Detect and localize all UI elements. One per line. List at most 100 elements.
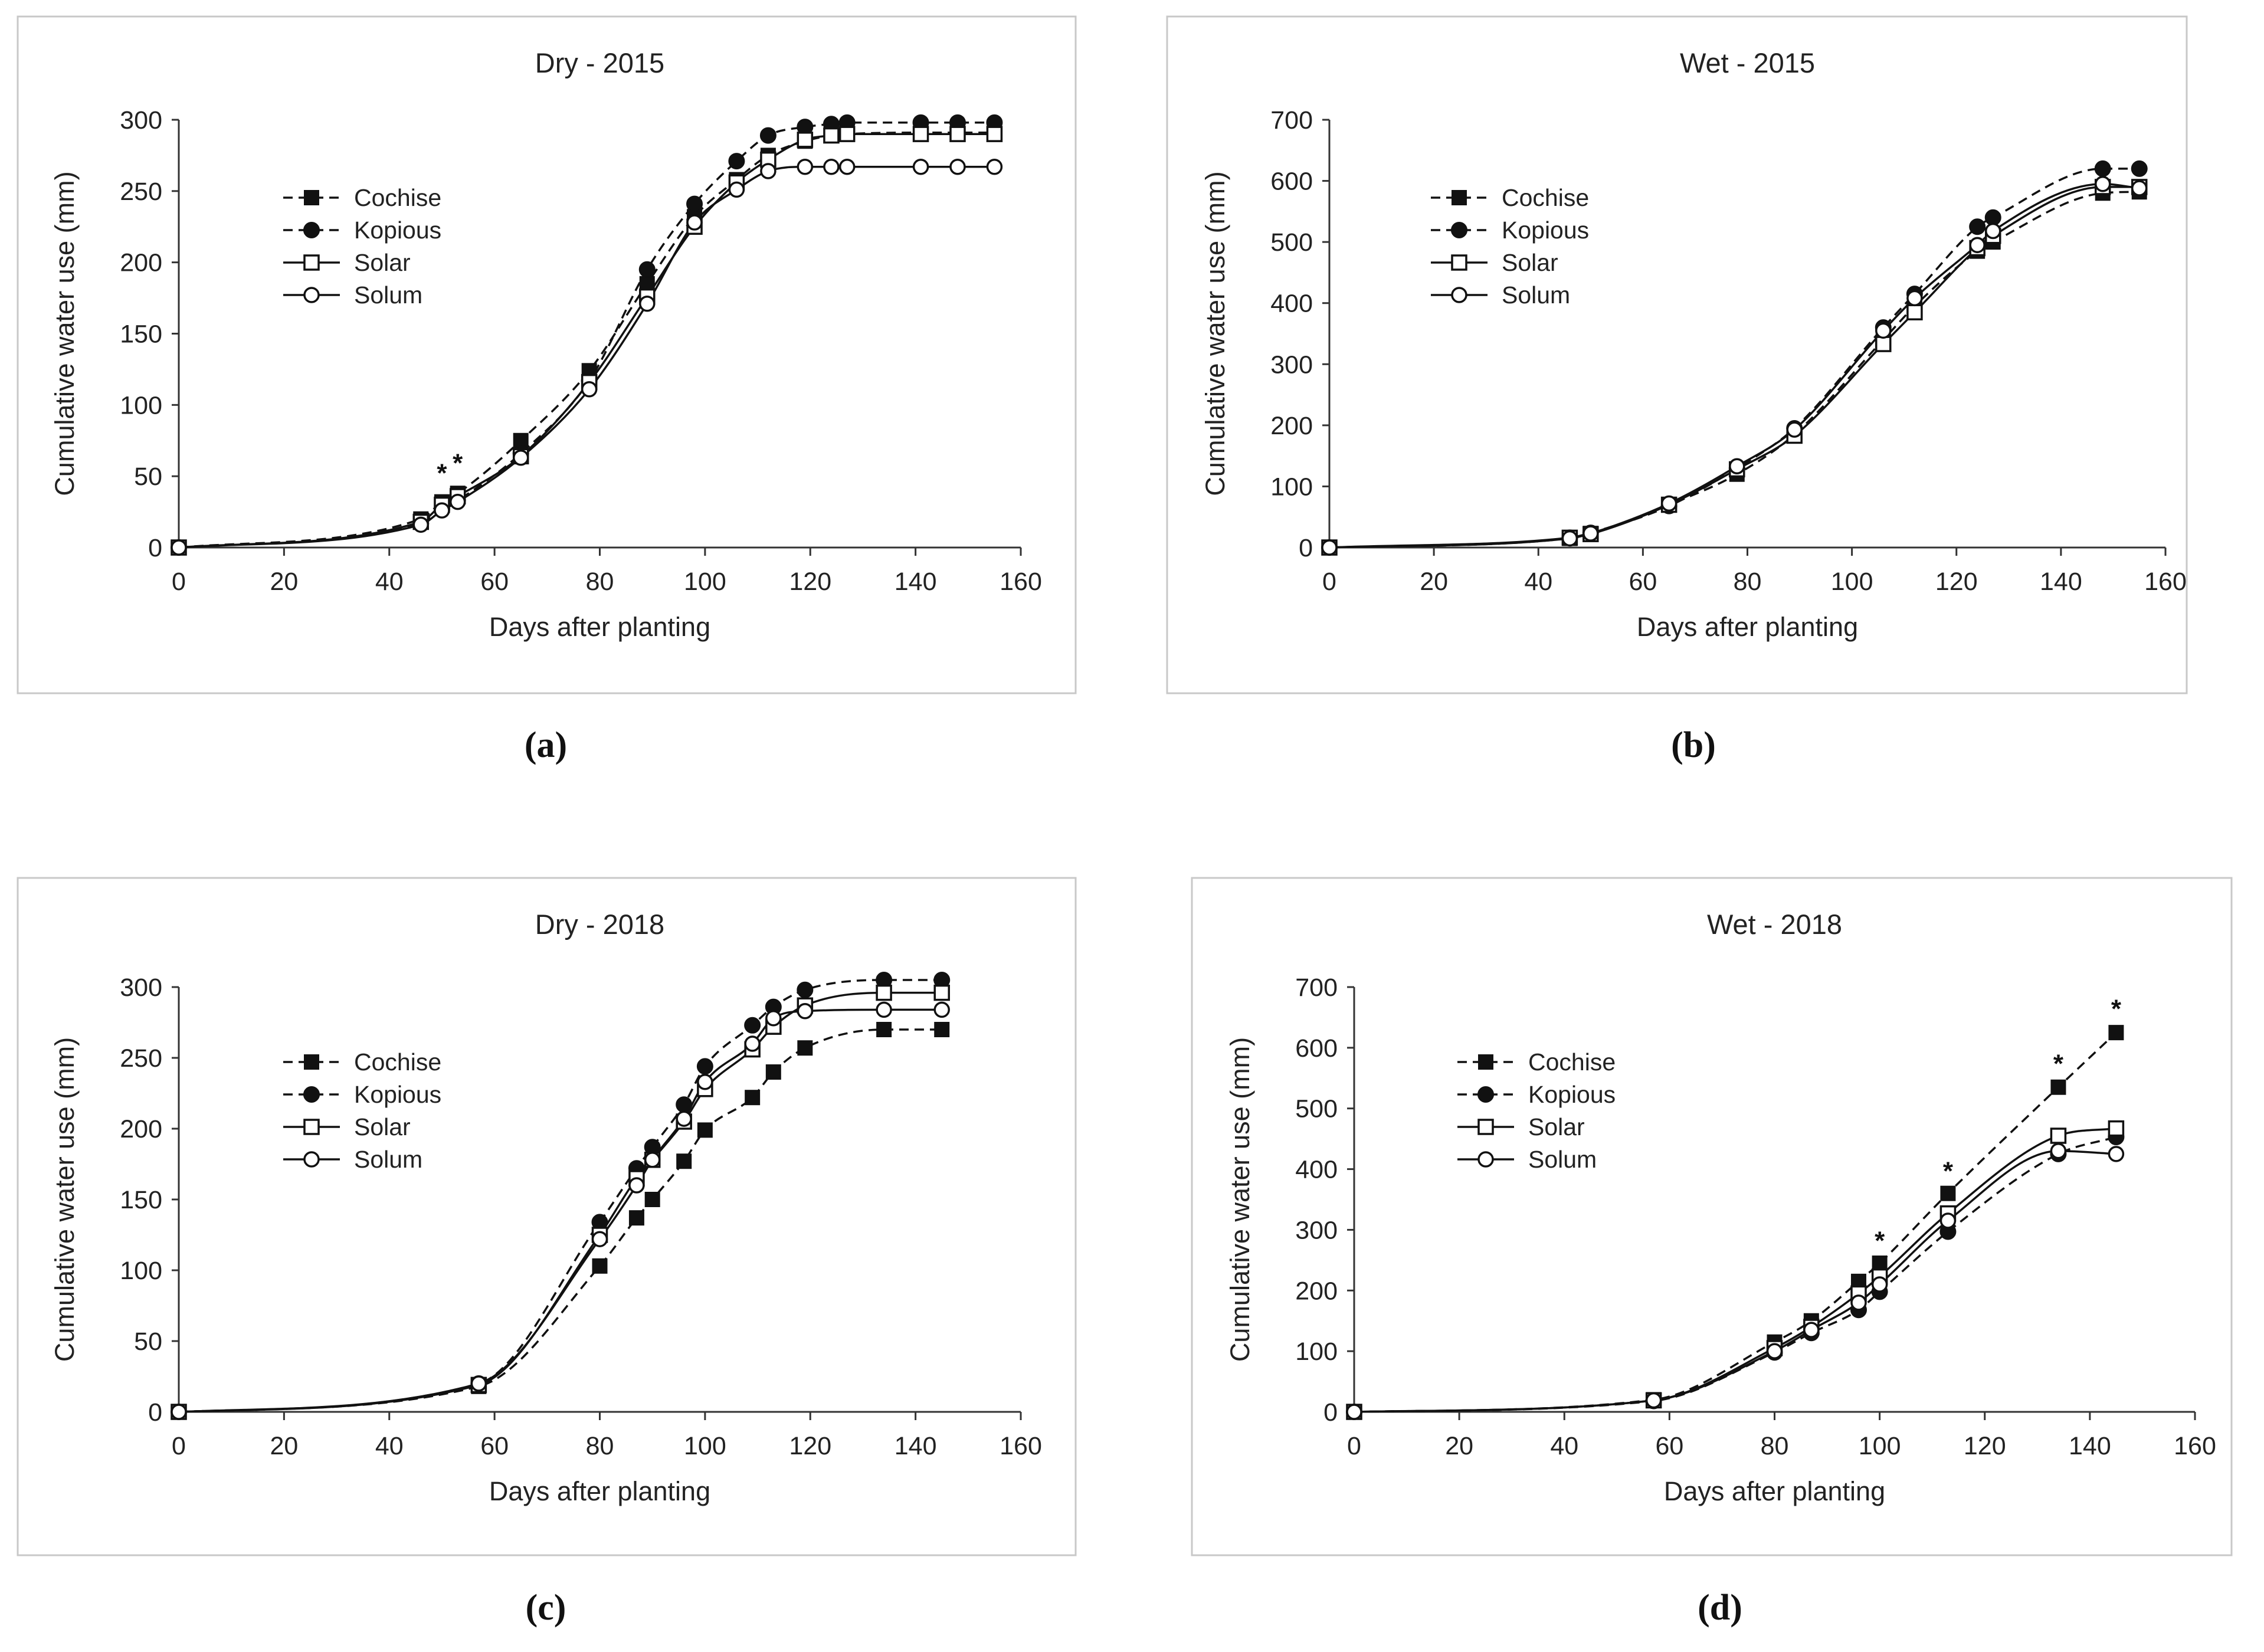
y-tick-label: 100 <box>1270 473 1313 501</box>
data-point-solar <box>2050 1127 2067 1144</box>
legend-label-cochise: Cochise <box>354 184 441 211</box>
data-point-solar <box>949 126 966 142</box>
legend-marker-solar <box>303 254 320 271</box>
data-point-kopious <box>686 195 703 212</box>
legend-marker-kopious <box>303 1086 320 1103</box>
x-tick-label: 60 <box>480 1432 509 1460</box>
data-point-solar <box>933 984 950 1001</box>
data-point-solum <box>823 159 840 175</box>
y-tick-label: 500 <box>1295 1095 1338 1123</box>
data-point-cochise <box>2108 1025 2124 1041</box>
x-tick-label: 80 <box>586 568 614 596</box>
x-tick-label: 40 <box>1550 1432 1578 1460</box>
y-tick-label: 0 <box>148 534 162 562</box>
x-tick-label: 160 <box>1000 568 1042 596</box>
data-point-solum <box>512 450 529 466</box>
data-point-solum <box>1850 1294 1867 1311</box>
legend-label-solum: Solum <box>1528 1146 1597 1173</box>
significance-marker: * <box>1943 1156 1954 1185</box>
y-tick-label: 150 <box>120 320 162 349</box>
y-tick-label: 200 <box>120 1115 162 1143</box>
data-point-solum <box>1803 1322 1820 1338</box>
data-point-solum <box>470 1375 487 1392</box>
data-point-solum <box>797 1003 814 1020</box>
data-point-solum <box>171 539 187 556</box>
x-tick-label: 160 <box>2144 568 2187 596</box>
data-point-solum <box>912 159 929 175</box>
data-point-cochise <box>676 1153 692 1169</box>
data-point-cochise <box>592 1258 608 1274</box>
y-tick-label: 300 <box>120 106 162 135</box>
data-point-kopious <box>1969 218 1986 235</box>
data-point-solum <box>449 493 466 510</box>
y-axis-label: Cumulative water use (mm) <box>50 1037 80 1362</box>
data-point-cochise <box>697 1122 713 1138</box>
legend-marker-kopious <box>303 222 320 238</box>
x-tick-label: 80 <box>586 1432 614 1460</box>
x-tick-label: 100 <box>684 1432 726 1460</box>
data-point-solum <box>628 1177 645 1194</box>
legend-label-solum: Solum <box>1502 281 1570 309</box>
data-point-solum <box>838 159 856 175</box>
data-point-solar <box>986 126 1003 142</box>
x-tick-label: 60 <box>1655 1432 1683 1460</box>
chart-panel-2: Wet - 2015 0 100 200 300 400 500 600 700 0 20 40 60 8… <box>1166 15 2188 765</box>
data-point-cochise <box>1872 1256 1888 1271</box>
data-point-solum <box>1346 1404 1362 1420</box>
legend-label-kopious: Kopious <box>1528 1081 1616 1108</box>
legend-label-solar: Solar <box>354 1113 411 1140</box>
data-point-solar <box>1906 304 1923 320</box>
y-tick-label: 100 <box>120 1257 162 1285</box>
x-tick-label: 120 <box>789 1432 831 1460</box>
data-point-solum <box>2131 180 2148 196</box>
data-point-solum <box>876 1001 892 1018</box>
data-point-solum <box>744 1035 761 1052</box>
data-point-solum <box>933 1001 950 1018</box>
x-tick-label: 20 <box>1445 1432 1473 1460</box>
legend-marker-cochise <box>1452 190 1467 205</box>
y-tick-label: 250 <box>120 1044 162 1073</box>
data-point-solum <box>2050 1142 2067 1159</box>
data-point-kopious <box>744 1017 761 1034</box>
legend-marker-solar <box>1477 1119 1494 1135</box>
y-tick-label: 50 <box>134 1328 162 1356</box>
data-point-solum <box>1321 539 1338 556</box>
data-point-solum <box>639 296 656 312</box>
data-point-solum <box>728 181 745 198</box>
data-point-solum <box>986 159 1003 175</box>
x-tick-label: 120 <box>789 568 831 596</box>
legend-label-kopious: Kopious <box>354 1081 441 1108</box>
panel-label: (c) <box>526 1588 566 1628</box>
panel-label: (b) <box>1671 725 1716 765</box>
data-point-solum <box>676 1110 692 1127</box>
data-point-cochise <box>1940 1185 1956 1201</box>
data-point-cochise <box>876 1022 892 1037</box>
data-point-kopious <box>797 981 814 998</box>
y-tick-label: 100 <box>120 391 162 419</box>
chart-panel-4: Wet - 2018 0 100 200 300 400 500 600 700 0 20 40 60 8… <box>1191 877 2233 1628</box>
x-tick-label: 80 <box>1761 1432 1789 1460</box>
legend-marker-cochise <box>1478 1054 1493 1070</box>
data-point-kopious <box>696 1058 713 1075</box>
chart-title: Dry - 2018 <box>535 909 664 940</box>
x-tick-label: 20 <box>270 568 298 596</box>
x-tick-label: 0 <box>1322 568 1336 596</box>
data-point-solum <box>591 1231 608 1247</box>
y-tick-label: 0 <box>148 1398 162 1427</box>
data-point-solum <box>949 159 966 175</box>
y-tick-label: 50 <box>134 463 162 491</box>
data-point-solar <box>2108 1120 2125 1137</box>
series-line-cochise <box>178 1028 942 1413</box>
data-point-solum <box>1875 322 1892 339</box>
significance-marker: * <box>2053 1049 2064 1078</box>
legend-label-cochise: Cochise <box>1502 184 1589 211</box>
data-point-solar <box>1875 336 1892 352</box>
x-tick-label: 0 <box>1347 1432 1361 1460</box>
y-tick-label: 300 <box>1295 1216 1338 1244</box>
significance-marker: * <box>1875 1227 1885 1256</box>
data-point-cochise <box>644 1192 660 1207</box>
x-tick-label: 40 <box>375 568 404 596</box>
x-tick-label: 100 <box>684 568 726 596</box>
data-point-solum <box>171 1404 187 1420</box>
chart-frame <box>1166 15 2188 694</box>
